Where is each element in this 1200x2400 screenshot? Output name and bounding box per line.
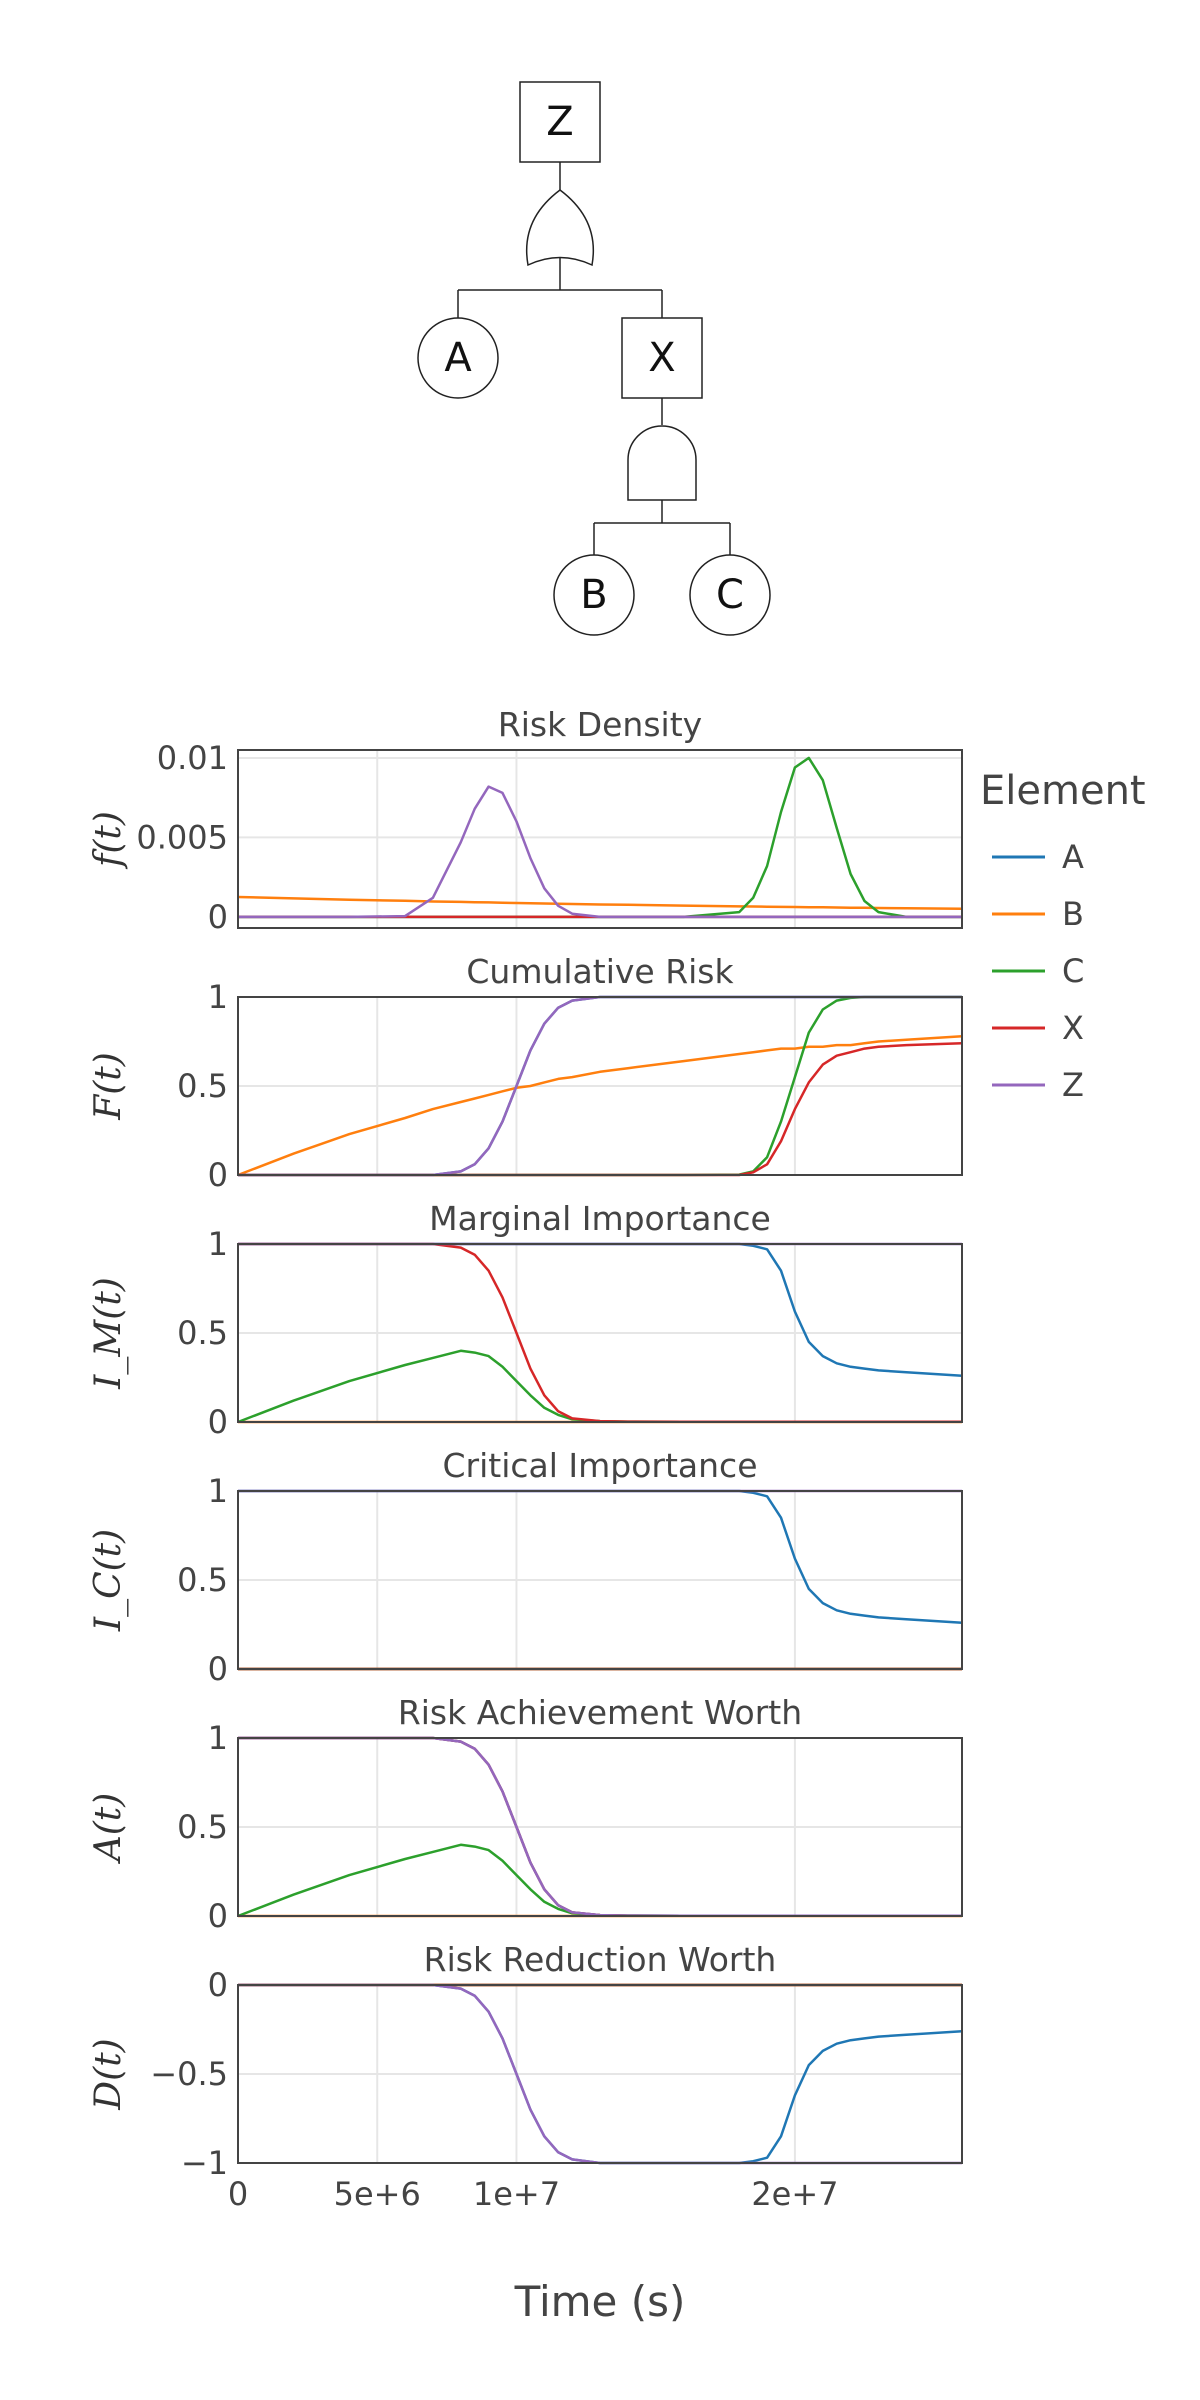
panel-title: Marginal Importance	[429, 1199, 771, 1238]
legend-label: Z	[1062, 1066, 1084, 1104]
panel-5: 0 0.5 1 Risk Achievement Worth A(t)	[88, 1693, 963, 1935]
plot-frame	[237, 996, 963, 1176]
legend-item-z: Z	[992, 1066, 1084, 1104]
plot-area	[238, 750, 962, 928]
panel-title: Risk Achievement Worth	[398, 1693, 802, 1732]
y-tick-label: 0	[208, 898, 228, 936]
legend-item-c: C	[992, 952, 1084, 990]
series-line-z	[238, 785, 962, 919]
x-tick-label: 5e+6	[334, 2175, 421, 2213]
y-tick-label: 0	[208, 1650, 228, 1688]
y-axis-label: f(t)	[88, 811, 129, 870]
legend-item-b: B	[992, 895, 1084, 933]
x-axis-title: Time (s)	[514, 2277, 686, 2326]
series-line-b	[237, 1034, 963, 1177]
y-tick-label: 1	[208, 978, 228, 1016]
series-line-b	[237, 895, 963, 911]
legend-item-a: A	[992, 838, 1084, 876]
tree-node-x-label: X	[648, 335, 675, 381]
plot-frame	[237, 1490, 963, 1670]
legend-item-x: X	[992, 1009, 1084, 1047]
y-tick-label: 1	[208, 1472, 228, 1510]
panel-6: −1 −0.5 0 Risk Reduction Worth D(t)	[88, 1940, 963, 2182]
legend-label: A	[1062, 838, 1084, 876]
or-gate-icon	[525, 189, 595, 267]
panel-title: Risk Density	[498, 705, 702, 744]
x-tick-label: 2e+7	[751, 2175, 838, 2213]
tree-node-a-circle	[417, 317, 499, 399]
y-axis-label: I_M(t)	[88, 1277, 129, 1390]
y-tick-label: 0.5	[177, 1561, 228, 1599]
x-tick-label: 0	[228, 2175, 248, 2213]
y-tick-label: 0	[208, 1403, 228, 1441]
tree-node-z-label: Z	[546, 99, 573, 145]
tree-node-c-label: C	[716, 572, 744, 618]
tree-node-x-box	[621, 317, 703, 399]
y-tick-label: −1	[181, 2144, 228, 2182]
legend-label: C	[1062, 952, 1084, 990]
y-tick-label: 0.005	[136, 818, 228, 856]
plot-frame	[237, 1737, 963, 1917]
and-gate-icon	[627, 425, 697, 501]
legend-title: Element	[980, 768, 1146, 814]
tree-node-b-label: B	[580, 572, 607, 618]
y-tick-label: −0.5	[150, 2055, 228, 2093]
fault-tree-diagram	[417, 81, 771, 636]
panel-title: Critical Importance	[442, 1446, 757, 1485]
y-tick-label: 0.5	[177, 1314, 228, 1352]
x-tick-label: 1e+7	[473, 2175, 560, 2213]
y-tick-label: 1	[208, 1225, 228, 1263]
y-axis-label: D(t)	[88, 2038, 129, 2110]
y-tick-label: 0.01	[157, 739, 228, 777]
legend-label: X	[1062, 1009, 1084, 1047]
y-axis-label: F(t)	[88, 1052, 129, 1121]
plot-frame	[237, 1984, 963, 2164]
tree-node-a-label: A	[444, 335, 472, 381]
y-tick-label: 1	[208, 1719, 228, 1757]
y-tick-label: 0	[208, 1156, 228, 1194]
tree-node-c-circle	[689, 554, 771, 636]
chart-panels: 0 0.005 0.01 Risk Density f(t) 0 0.5 1 Cumulativ…	[88, 705, 963, 2213]
panel-3: 0 0.5 1 Marginal Importance I_M(t)	[88, 1199, 963, 1441]
plot-frame	[237, 1243, 963, 1423]
tree-node-z-box	[519, 81, 601, 163]
panel-4: 0 0.5 1 Critical Importance I_C(t)	[88, 1446, 963, 1688]
y-tick-label: 0	[208, 1966, 228, 2004]
tree-node-b-circle	[553, 554, 635, 636]
y-axis-label: I_C(t)	[88, 1529, 129, 1632]
panel-1: 0 0.005 0.01 Risk Density f(t)	[88, 705, 963, 936]
y-axis-label: A(t)	[88, 1793, 129, 1865]
legend-label: B	[1062, 895, 1084, 933]
panel-2: 0 0.5 1 Cumulative Risk F(t)	[88, 952, 963, 1194]
y-tick-label: 0	[208, 1897, 228, 1935]
plot-frame	[237, 749, 963, 929]
y-tick-label: 0.5	[177, 1808, 228, 1846]
panel-title: Risk Reduction Worth	[424, 1940, 777, 1979]
y-tick-label: 0.5	[177, 1067, 228, 1105]
panel-title: Cumulative Risk	[466, 952, 734, 991]
